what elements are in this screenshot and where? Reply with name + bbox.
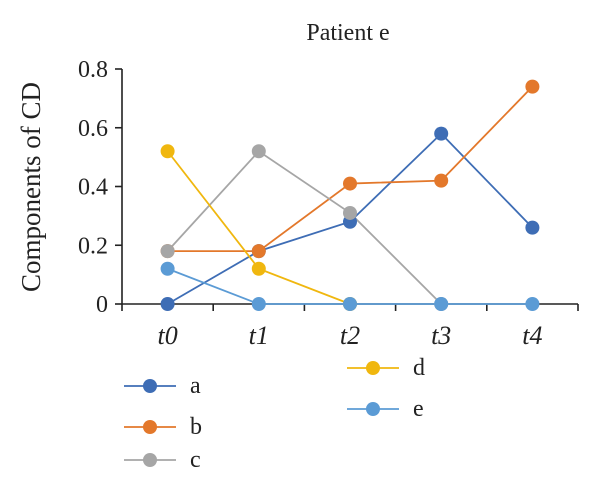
x-tick-label: t1	[249, 321, 269, 350]
legend-marker-c	[143, 453, 157, 467]
legend-marker-a	[143, 379, 157, 393]
data-point-b	[525, 79, 540, 94]
data-point-e	[160, 261, 175, 276]
legend-label-b: b	[190, 414, 202, 440]
data-point-c	[160, 244, 175, 259]
data-point-e	[343, 297, 357, 311]
legend-label-e: e	[413, 396, 424, 422]
data-point-a	[525, 220, 540, 235]
x-tick-label: t3	[431, 321, 451, 350]
chart-title: Patient e	[306, 20, 389, 46]
x-tick-label: t2	[340, 321, 360, 350]
data-point-b	[343, 176, 357, 191]
data-point-d	[251, 261, 266, 276]
data-point-b	[251, 244, 266, 259]
legend-marker-e	[366, 402, 380, 416]
axes: 0 0.2 0.4 0.6 0.8 t0 t1 t2 t3 t4	[78, 57, 579, 350]
y-tick-label: 0.4	[78, 175, 108, 201]
series-line-c	[166, 150, 442, 305]
x-tick-label: t4	[522, 321, 542, 350]
series-layer	[160, 79, 540, 311]
data-point-e	[434, 297, 449, 311]
legend-marker-b	[143, 420, 157, 434]
data-point-e	[251, 297, 266, 311]
y-tick-label: 0.6	[78, 116, 108, 142]
y-tick-label: 0.2	[78, 233, 108, 259]
data-point-e	[525, 297, 540, 311]
data-point-d	[160, 144, 175, 159]
data-point-a	[160, 297, 175, 311]
x-tick-label: t0	[157, 321, 177, 350]
data-point-a	[434, 126, 449, 141]
legend-label-c: c	[190, 447, 201, 473]
series-line-d	[166, 150, 351, 305]
legend-label-a: a	[190, 373, 201, 399]
y-tick-label: 0	[96, 292, 108, 318]
legend: abc de	[124, 355, 425, 473]
data-point-b	[434, 173, 449, 188]
data-point-c	[251, 144, 266, 159]
legend-marker-d	[366, 361, 380, 375]
y-axis-label: Components of CD	[16, 82, 46, 292]
data-point-c	[343, 205, 357, 220]
legend-label-d: d	[413, 355, 425, 381]
y-tick-label: 0.8	[78, 57, 108, 83]
